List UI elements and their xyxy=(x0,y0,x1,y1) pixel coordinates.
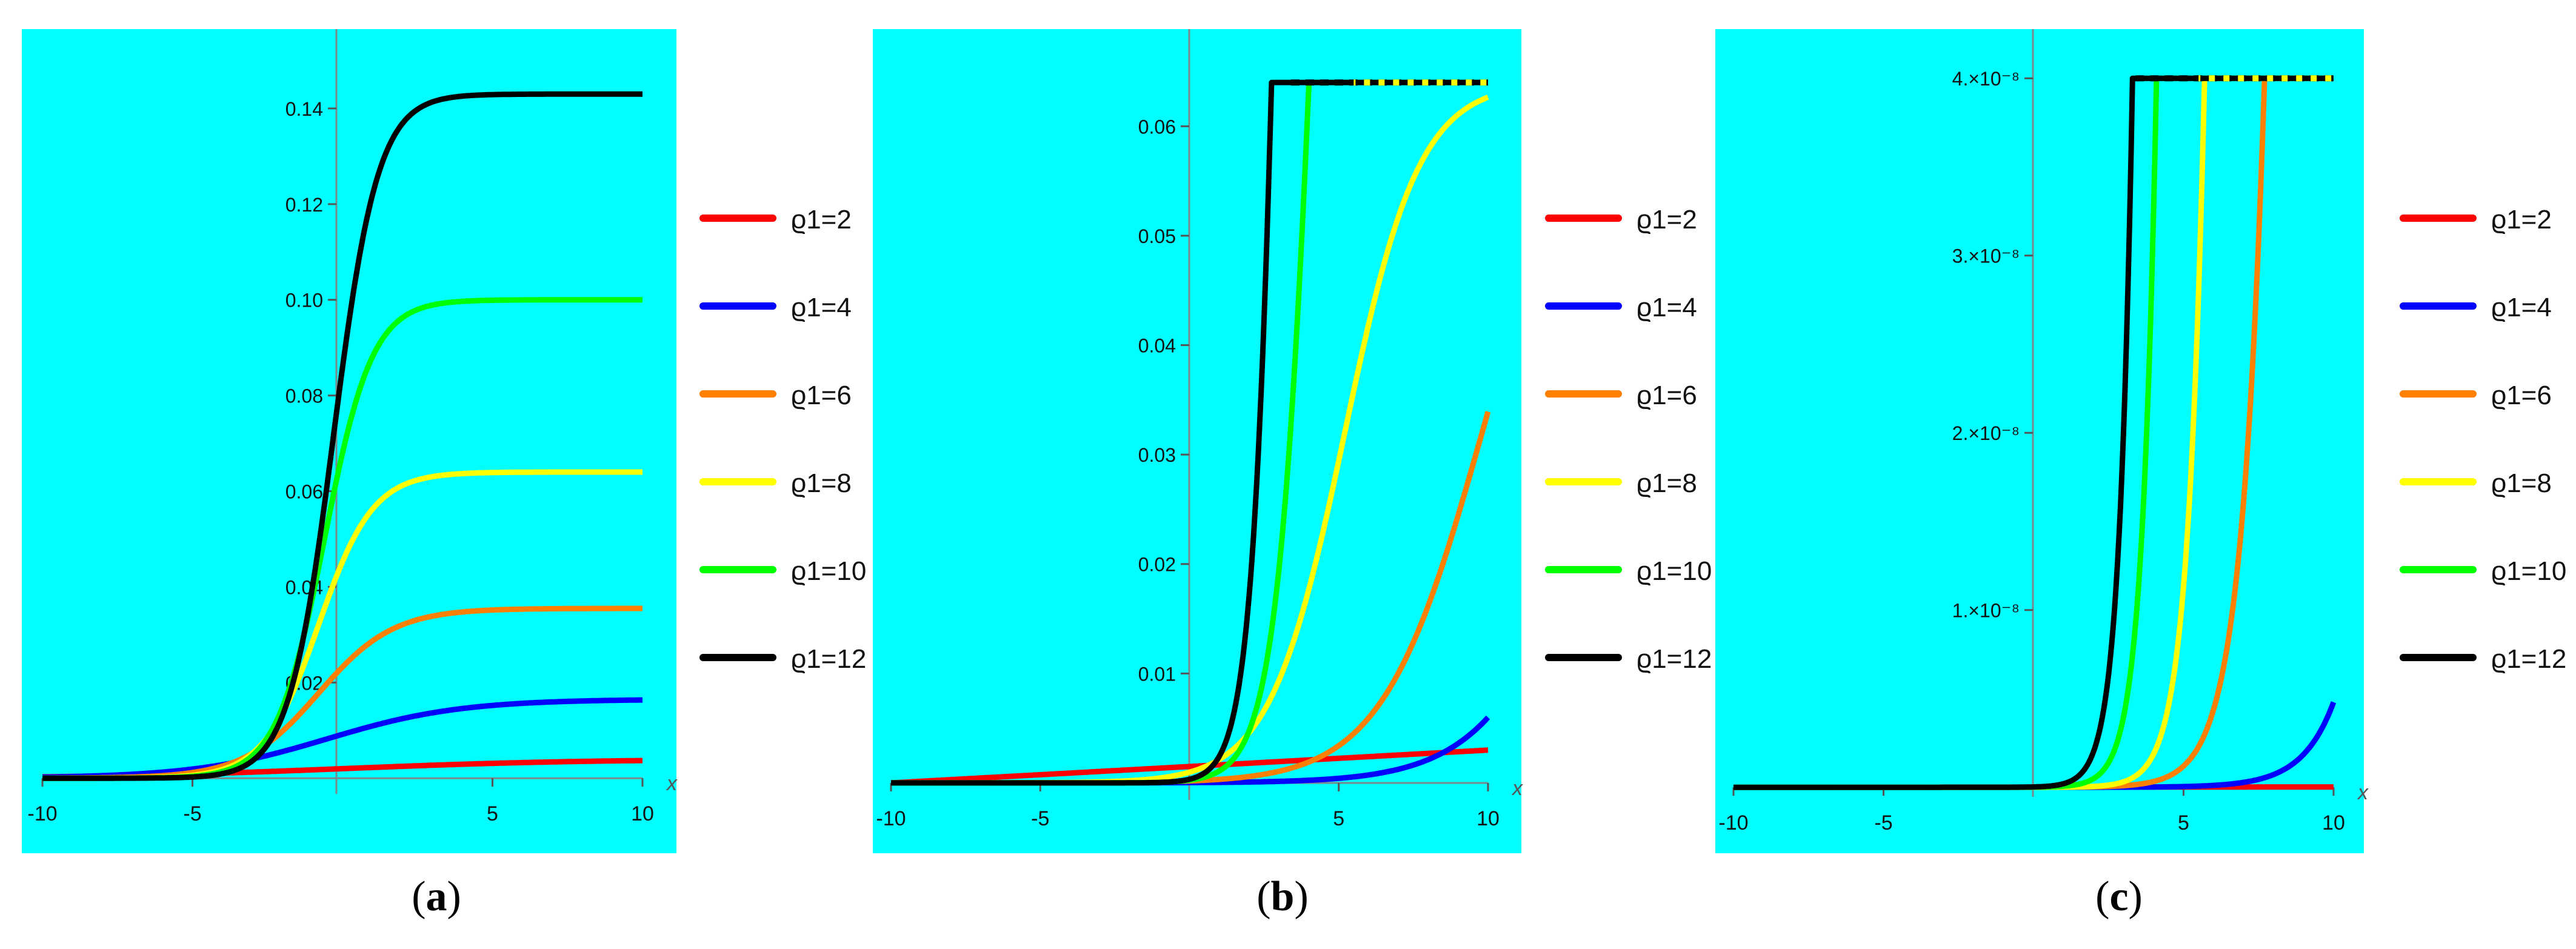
y-tick-label: 3.×10⁻⁸ xyxy=(1952,245,2020,267)
y-tick-label: 0.14 xyxy=(285,98,323,120)
x-tick-label: 5 xyxy=(2178,811,2189,834)
caption-c: (c) xyxy=(2095,873,2143,920)
x-tick-label: -5 xyxy=(1031,807,1049,830)
x-tick-label: 5 xyxy=(487,802,498,825)
legend-label: ϱ1=8 xyxy=(791,468,852,498)
y-tick-label: 0.05 xyxy=(1138,225,1176,247)
legend-label: ϱ1=10 xyxy=(791,556,866,586)
legend-label: ϱ1=8 xyxy=(2491,468,2552,498)
x-axis-label: x xyxy=(2357,781,2369,804)
panel-c: -10 -5 5 10 x 1.×10⁻⁸ 2.×10⁻⁸ 3.×10⁻⁸ 4.×10⁻⁸ ϱ1=… xyxy=(1715,29,2566,853)
series-line-112 xyxy=(41,91,644,781)
legend-label: ϱ1=2 xyxy=(2491,205,2552,235)
legend-label: ϱ1=2 xyxy=(1637,205,1697,235)
y-tick-label: 0.02 xyxy=(1138,554,1176,576)
x-tick-label: -10 xyxy=(27,802,57,825)
x-tick-label: 5 xyxy=(1333,807,1344,830)
series-line-112 xyxy=(1732,75,2335,790)
x-tick-label: -5 xyxy=(183,802,201,825)
legend-label: ϱ1=6 xyxy=(2491,381,2552,410)
plot-background xyxy=(1715,29,2364,853)
series-line-14 xyxy=(41,697,644,780)
legend-label: ϱ1=8 xyxy=(1637,468,1697,498)
y-tick-label: 1.×10⁻⁸ xyxy=(1952,600,2020,622)
y-tick-label: 0.04 xyxy=(1138,335,1176,357)
x-tick-label: 10 xyxy=(631,802,654,825)
y-tick-label: 4.×10⁻⁸ xyxy=(1952,68,2020,90)
y-tick-label: 0.08 xyxy=(285,385,323,407)
panel-a: -10 -5 5 10x0.020.040.060.080.100.120.14ϱ1=… xyxy=(22,29,866,853)
legend-label: ϱ1=12 xyxy=(2491,644,2566,674)
legend-label: ϱ1=4 xyxy=(791,293,852,322)
caption-b: (b) xyxy=(1256,873,1309,920)
legend-label: ϱ1=12 xyxy=(1637,644,1712,674)
plot-background xyxy=(22,29,676,853)
plot-background xyxy=(873,29,1521,853)
x-tick-label: -10 xyxy=(876,807,906,830)
y-tick-label: 0.06 xyxy=(1138,116,1176,138)
x-tick-label: -5 xyxy=(1874,811,1892,834)
y-tick-label: 0.01 xyxy=(1138,663,1176,685)
legend-label: ϱ1=12 xyxy=(791,644,866,674)
legend-label: ϱ1=6 xyxy=(1637,381,1697,410)
y-tick-label: 0.06 xyxy=(285,481,323,503)
x-axis-label: x xyxy=(1511,777,1523,800)
legend-label: ϱ1=4 xyxy=(1637,293,1697,322)
y-tick-label: 0.10 xyxy=(285,290,323,311)
y-tick-label: 0.03 xyxy=(1138,444,1176,466)
series-line-112 xyxy=(890,79,1489,786)
x-tick-label: 10 xyxy=(1477,807,1500,830)
panel-b: -10 -5 5 10 x 0.01 0.02 0.03 0.04 0.05 0.06 ϱ1=2 ϱ1=… xyxy=(873,29,1712,853)
legend-label: ϱ1=2 xyxy=(791,205,852,235)
y-tick-label: 0.12 xyxy=(285,194,323,216)
legend-label: ϱ1=10 xyxy=(1637,556,1712,586)
series-line-12 xyxy=(890,747,1489,786)
x-tick-label: 10 xyxy=(2322,811,2345,834)
x-axis-label: x xyxy=(666,772,678,795)
legend-label: ϱ1=4 xyxy=(2491,293,2552,322)
caption-a: (a) xyxy=(412,873,461,920)
legend-label: ϱ1=6 xyxy=(791,381,852,410)
x-tick-label: -10 xyxy=(1718,811,1748,834)
legend-label: ϱ1=10 xyxy=(2491,556,2566,586)
y-tick-label: 2.×10⁻⁸ xyxy=(1952,422,2020,444)
